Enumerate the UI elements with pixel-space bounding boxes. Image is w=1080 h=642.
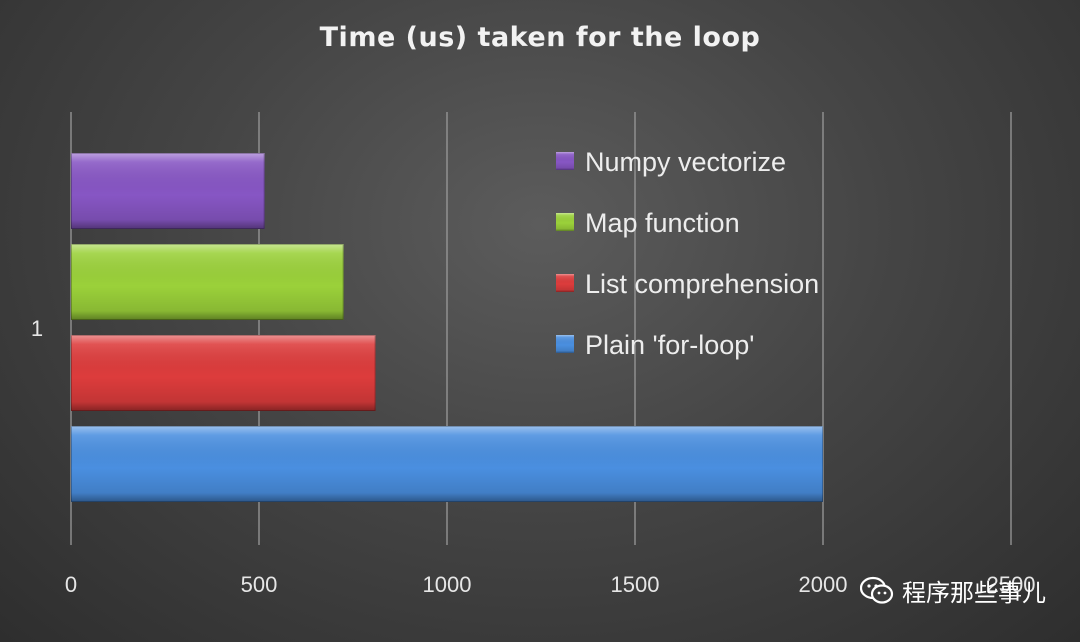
bar bbox=[71, 244, 344, 320]
legend-label: Numpy vectorize bbox=[585, 147, 786, 177]
x-tick-label: 2500 bbox=[987, 572, 1036, 597]
legend-label: List comprehension bbox=[585, 269, 819, 299]
legend-item: Numpy vectorize bbox=[556, 147, 786, 177]
legend-item: Plain 'for-loop' bbox=[556, 330, 754, 360]
bar bbox=[71, 153, 265, 229]
watermark: 程序那些事儿 bbox=[860, 573, 1046, 608]
bar bbox=[71, 426, 823, 502]
chart-title: Time (us) taken for the loop bbox=[319, 22, 761, 53]
y-category-label: 1 bbox=[31, 316, 43, 341]
x-tick-label: 0 bbox=[65, 572, 77, 597]
legend-label: Map function bbox=[585, 208, 740, 238]
bar bbox=[71, 335, 376, 411]
wechat-icon bbox=[860, 576, 894, 606]
legend-item: List comprehension bbox=[556, 269, 819, 299]
x-tick-label: 1000 bbox=[423, 572, 472, 597]
x-tick-label: 2000 bbox=[799, 572, 848, 597]
legend-label: Plain 'for-loop' bbox=[585, 330, 754, 360]
watermark-text: 程序那些事儿 bbox=[902, 579, 1046, 607]
legend-item: Map function bbox=[556, 208, 740, 238]
x-tick-label: 500 bbox=[241, 572, 278, 597]
x-tick-label: 1500 bbox=[611, 572, 660, 597]
